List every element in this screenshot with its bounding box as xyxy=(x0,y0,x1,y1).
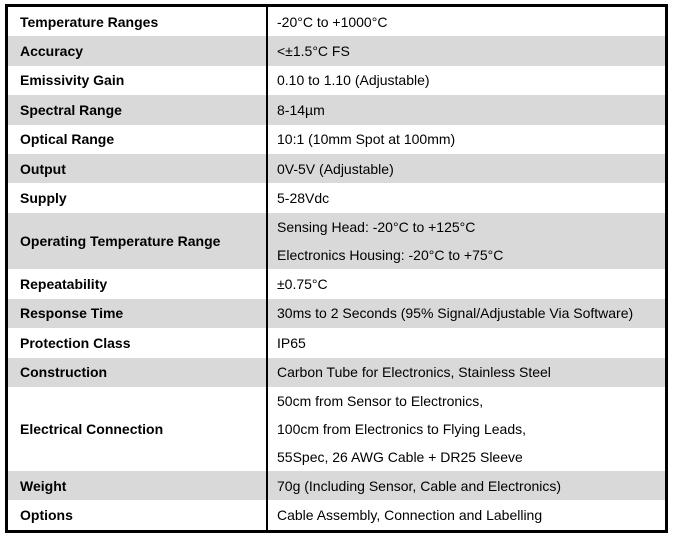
spec-value-cell: 30ms to 2 Seconds (95% Signal/Adjustable… xyxy=(268,299,665,328)
spec-value-cell: 0V-5V (Adjustable) xyxy=(268,154,665,183)
spec-value-line: 0.10 to 1.10 (Adjustable) xyxy=(277,72,430,89)
spec-value-cell: -20°C to +1000°C xyxy=(268,7,665,36)
spec-label-cell: Response Time xyxy=(8,298,268,329)
spec-value-cell: 10:1 (10mm Spot at 100mm) xyxy=(268,125,665,154)
spec-value-line: 30ms to 2 Seconds (95% Signal/Adjustable… xyxy=(277,305,634,322)
spec-value-line: IP65 xyxy=(277,334,306,351)
spec-value-cell: 5-28Vdc xyxy=(268,183,665,212)
spec-value-line: 55Spec, 26 AWG Cable + DR25 Sleeve xyxy=(277,448,523,465)
spec-value-cell: <±1.5°C FS xyxy=(268,36,665,65)
spec-value-line: -20°C to +1000°C xyxy=(277,13,388,30)
spec-label-cell: Options xyxy=(8,500,268,530)
spec-label-cell: Operating Temperature Range xyxy=(8,212,268,270)
spec-value-cell: IP65 xyxy=(268,328,665,357)
spec-value-line: Electronics Housing: -20°C to +75°C xyxy=(277,247,504,264)
spec-value-line: Sensing Head: -20°C to +125°C xyxy=(277,219,476,236)
spec-label-cell: Construction xyxy=(8,357,268,387)
spec-label-cell: Repeatability xyxy=(8,269,268,299)
spec-label-cell: Optical Range xyxy=(8,124,268,154)
spec-label-cell: Output xyxy=(8,153,268,184)
spec-value-cell: Carbon Tube for Electronics, Stainless S… xyxy=(268,358,665,387)
spec-value-line: <±1.5°C FS xyxy=(277,43,350,60)
table-row: Protection Class IP65 xyxy=(8,328,665,358)
spec-label-cell: Protection Class xyxy=(8,328,268,358)
table-row: Temperature Ranges -20°C to +1000°C xyxy=(8,7,665,37)
spec-value-line: 100cm from Electronics to Flying Leads, xyxy=(277,420,526,437)
table-row: Weight 70g (Including Sensor, Cable and … xyxy=(8,471,665,501)
spec-value-cell: 0.10 to 1.10 (Adjustable) xyxy=(268,66,665,95)
table-row: Response Time 30ms to 2 Seconds (95% Sig… xyxy=(8,298,665,329)
table-row: Repeatability ±0.75°C xyxy=(8,269,665,299)
spec-value-line: Carbon Tube for Electronics, Stainless S… xyxy=(277,364,551,381)
spec-value-line: ±0.75°C xyxy=(277,276,328,293)
table-row: Options Cable Assembly, Connection and L… xyxy=(8,500,665,530)
spec-value-cell: 70g (Including Sensor, Cable and Electro… xyxy=(268,471,665,500)
spec-label-cell: Temperature Ranges xyxy=(8,7,268,37)
spec-label-cell: Electrical Connection xyxy=(8,386,268,472)
table-row: Optical Range 10:1 (10mm Spot at 100mm) xyxy=(8,124,665,154)
spec-label-cell: Weight xyxy=(8,471,268,501)
table-row: Spectral Range 8-14µm xyxy=(8,95,665,125)
spec-value-line: 8-14µm xyxy=(277,101,325,118)
spec-value-line: 0V-5V (Adjustable) xyxy=(277,160,394,177)
spec-value-line: 70g (Including Sensor, Cable and Electro… xyxy=(277,477,562,494)
table-row: Output 0V-5V (Adjustable) xyxy=(8,153,665,184)
spec-value-cell: ±0.75°C xyxy=(268,269,665,298)
table-row: Construction Carbon Tube for Electronics… xyxy=(8,357,665,387)
spec-label-cell: Emissivity Gain xyxy=(8,65,268,96)
table-row: Accuracy <±1.5°C FS xyxy=(8,36,665,66)
spec-value-cell: 50cm from Sensor to Electronics, 100cm fr… xyxy=(268,387,665,471)
table-row: Electrical Connection 50cm from Sensor t… xyxy=(8,386,665,472)
spec-value-line: 50cm from Sensor to Electronics, xyxy=(277,392,484,409)
spec-label-cell: Accuracy xyxy=(8,36,268,66)
spec-label-cell: Supply xyxy=(8,183,268,213)
spec-value-cell: 8-14µm xyxy=(268,95,665,124)
table-row: Operating Temperature Range Sensing Head… xyxy=(8,212,665,270)
spec-value-line: Cable Assembly, Connection and Labelling xyxy=(277,507,543,524)
table-row: Emissivity Gain 0.10 to 1.10 (Adjustable… xyxy=(8,65,665,96)
spec-label-cell: Spectral Range xyxy=(8,95,268,125)
spec-value-cell: Sensing Head: -20°C to +125°C Electronics… xyxy=(268,213,665,270)
spec-value-cell: Cable Assembly, Connection and Labelling xyxy=(268,500,665,529)
spec-table: Temperature Ranges -20°C to +1000°C Accu… xyxy=(5,4,668,533)
table-row: Supply 5-28Vdc xyxy=(8,183,665,213)
spec-value-line: 10:1 (10mm Spot at 100mm) xyxy=(277,131,456,148)
spec-value-line: 5-28Vdc xyxy=(277,190,330,207)
